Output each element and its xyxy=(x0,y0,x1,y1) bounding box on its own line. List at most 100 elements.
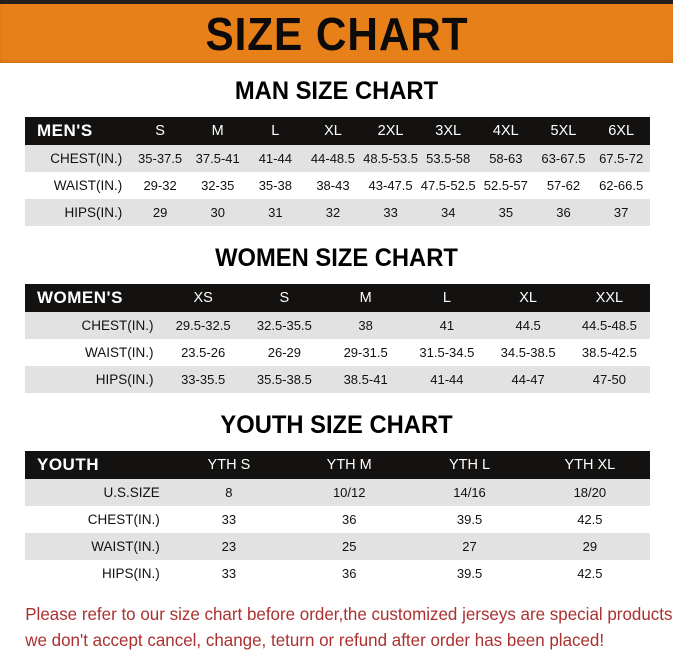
man-table-wrapper: MEN'S S M L XL 2XL 3XL 4XL 5XL 6XL CHEST(IN.) 35-… xyxy=(25,117,650,226)
women-row-header-label: WOMEN'S xyxy=(25,284,163,312)
man-cell-2-7: 52.5-57 xyxy=(477,172,535,199)
women-cell-3-3: 38.5-41 xyxy=(325,366,407,393)
women-table-head: WOMEN'S XS S M L XL XXL xyxy=(25,284,650,312)
man-cell-3-1: 29 xyxy=(131,199,189,226)
man-cell-3-8: 36 xyxy=(534,199,593,226)
man-header-row: MEN'S S M L XL 2XL 3XL 4XL 5XL 6XL xyxy=(25,117,650,145)
women-cell-1-6: 44.5-48.5 xyxy=(568,312,650,339)
man-size-table: MEN'S S M L XL 2XL 3XL 4XL 5XL 6XL CHEST(IN.) 35-… xyxy=(25,117,650,226)
man-cell-3-5: 33 xyxy=(361,199,420,226)
table-row: CHEST(IN.) 35-37.5 37.5-41 41-44 44-48.5 48.5… xyxy=(25,145,650,172)
youth-cell-4-1: 33 xyxy=(168,560,290,587)
man-cell-2-3: 35-38 xyxy=(246,172,305,199)
women-cell-1-1: 29.5-32.5 xyxy=(162,312,244,339)
youth-size-header-4: YTH XL xyxy=(529,451,650,479)
man-cell-3-3: 31 xyxy=(246,199,305,226)
man-size-header-1: S xyxy=(131,117,189,145)
man-size-header-8: 5XL xyxy=(534,117,593,145)
women-cell-3-1: 33-35.5 xyxy=(162,366,244,393)
women-size-header-6: XXL xyxy=(568,284,650,312)
man-cell-1-8: 63-67.5 xyxy=(534,145,593,172)
women-cell-1-2: 32.5-35.5 xyxy=(243,312,325,339)
women-cell-3-2: 35.5-38.5 xyxy=(243,366,325,393)
man-measurement-label: HIPS(IN.) xyxy=(25,199,132,226)
table-row: WAIST(IN.) 29-32 32-35 35-38 38-43 43-47.5 47.… xyxy=(25,172,650,199)
youth-section-title: YOUTH SIZE CHART xyxy=(220,411,453,439)
table-row: WAIST(IN.) 23.5-26 26-29 29-31.5 31.5-34.5 34… xyxy=(25,339,650,366)
women-size-header-3: M xyxy=(325,284,407,312)
women-table-wrapper: WOMEN'S XS S M L XL XXL CHEST(IN.) 29.5-32.5 32… xyxy=(25,284,650,393)
youth-cell-1-3: 14/16 xyxy=(409,479,530,506)
man-cell-2-1: 29-32 xyxy=(131,172,189,199)
youth-size-section: YOUTH SIZE CHART YOUTH YTH S YTH M YTH L YT… xyxy=(0,393,673,587)
youth-size-table: YOUTH YTH S YTH M YTH L YTH XL U.S.SIZE 8 10/… xyxy=(25,451,650,587)
women-measurement-label: CHEST(IN.) xyxy=(25,312,163,339)
man-measurement-label: WAIST(IN.) xyxy=(25,172,132,199)
page-title: SIZE CHART xyxy=(204,7,469,60)
youth-cell-3-3: 27 xyxy=(409,533,530,560)
youth-cell-3-4: 29 xyxy=(529,533,650,560)
man-table-head: MEN'S S M L XL 2XL 3XL 4XL 5XL 6XL xyxy=(25,117,650,145)
youth-size-header-3: YTH L xyxy=(409,451,530,479)
man-cell-1-3: 41-44 xyxy=(246,145,305,172)
youth-cell-3-2: 25 xyxy=(289,533,410,560)
order-policy-note: Please refer to our size chart before or… xyxy=(0,601,673,653)
table-row: WAIST(IN.) 23 25 27 29 xyxy=(25,533,650,560)
youth-row-header-label: YOUTH xyxy=(25,451,169,479)
youth-table-head: YOUTH YTH S YTH M YTH L YTH XL xyxy=(25,451,650,479)
man-cell-2-9: 62-66.5 xyxy=(592,172,650,199)
man-cell-1-4: 44-48.5 xyxy=(304,145,362,172)
women-cell-1-5: 44.5 xyxy=(487,312,569,339)
table-row: CHEST(IN.) 33 36 39.5 42.5 xyxy=(25,506,650,533)
women-size-section: WOMEN SIZE CHART WOMEN'S XS S M L XL XXL CHES… xyxy=(0,226,673,393)
man-cell-3-2: 30 xyxy=(188,199,247,226)
women-cell-2-3: 29-31.5 xyxy=(325,339,407,366)
women-cell-2-6: 38.5-42.5 xyxy=(568,339,650,366)
table-row: HIPS(IN.) 29 30 31 32 33 34 35 36 37 xyxy=(25,199,650,226)
order-policy-note-line-2: we don't accept cancel, change, teturn o… xyxy=(25,630,605,650)
women-table-body: CHEST(IN.) 29.5-32.5 32.5-35.5 38 41 44.5 44.5… xyxy=(25,312,650,393)
youth-cell-1-4: 18/20 xyxy=(529,479,650,506)
order-policy-note-line-1: Please refer to our size chart before or… xyxy=(25,604,673,624)
man-cell-1-7: 58-63 xyxy=(477,145,535,172)
women-measurement-label: WAIST(IN.) xyxy=(25,339,163,366)
youth-cell-3-1: 23 xyxy=(168,533,290,560)
youth-table-body: U.S.SIZE 8 10/12 14/16 18/20 CHEST(IN.) 33 36 39… xyxy=(25,479,650,587)
women-cell-3-4: 41-44 xyxy=(406,366,488,393)
women-section-title: WOMEN SIZE CHART xyxy=(215,244,458,272)
man-cell-1-1: 35-37.5 xyxy=(131,145,189,172)
table-row: HIPS(IN.) 33-35.5 35.5-38.5 38.5-41 41-44 44-… xyxy=(25,366,650,393)
man-size-header-6: 3XL xyxy=(419,117,478,145)
table-row: U.S.SIZE 8 10/12 14/16 18/20 xyxy=(25,479,650,506)
youth-table-wrapper: YOUTH YTH S YTH M YTH L YTH XL U.S.SIZE 8 10/… xyxy=(25,451,650,587)
youth-header-row: YOUTH YTH S YTH M YTH L YTH XL xyxy=(25,451,650,479)
women-size-header-2: S xyxy=(243,284,325,312)
man-cell-1-2: 37.5-41 xyxy=(188,145,247,172)
man-cell-1-5: 48.5-53.5 xyxy=(361,145,420,172)
youth-cell-4-3: 39.5 xyxy=(409,560,530,587)
women-cell-2-1: 23.5-26 xyxy=(162,339,244,366)
women-cell-2-5: 34.5-38.5 xyxy=(487,339,569,366)
women-size-header-5: XL xyxy=(487,284,569,312)
man-size-section: MAN SIZE CHART MEN'S S M L XL 2XL 3XL 4XL 5XL 6X… xyxy=(0,63,673,226)
women-cell-2-4: 31.5-34.5 xyxy=(406,339,488,366)
man-cell-3-6: 34 xyxy=(419,199,478,226)
man-cell-2-5: 43-47.5 xyxy=(361,172,420,199)
youth-cell-2-1: 33 xyxy=(168,506,290,533)
women-size-header-4: L xyxy=(406,284,488,312)
youth-cell-1-2: 10/12 xyxy=(289,479,410,506)
man-cell-3-4: 32 xyxy=(304,199,362,226)
youth-cell-2-4: 42.5 xyxy=(529,506,650,533)
youth-measurement-label: U.S.SIZE xyxy=(25,479,169,506)
man-cell-1-9: 67.5-72 xyxy=(592,145,650,172)
man-section-title: MAN SIZE CHART xyxy=(234,77,439,105)
women-cell-3-6: 47-50 xyxy=(568,366,650,393)
women-cell-3-5: 44-47 xyxy=(487,366,569,393)
youth-cell-2-2: 36 xyxy=(289,506,410,533)
women-header-row: WOMEN'S XS S M L XL XXL xyxy=(25,284,650,312)
top-border-strip xyxy=(0,0,673,4)
youth-measurement-label: WAIST(IN.) xyxy=(25,533,169,560)
youth-measurement-label: HIPS(IN.) xyxy=(25,560,169,587)
youth-measurement-label: CHEST(IN.) xyxy=(25,506,169,533)
youth-size-header-1: YTH S xyxy=(168,451,290,479)
